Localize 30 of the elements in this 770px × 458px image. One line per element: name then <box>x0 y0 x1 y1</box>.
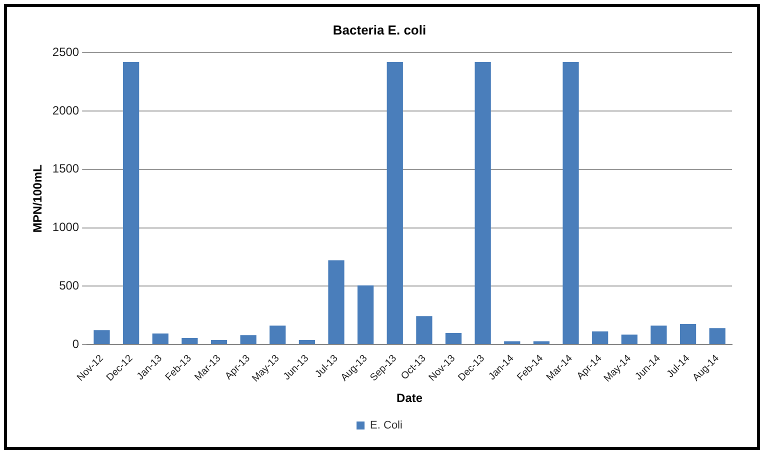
y-tick-label: 1500 <box>52 162 80 176</box>
bar <box>709 328 726 344</box>
bar <box>386 62 403 344</box>
bar <box>210 340 228 344</box>
bar <box>240 335 256 344</box>
bar <box>680 324 696 344</box>
bar <box>562 62 579 344</box>
bar <box>416 316 432 344</box>
bar <box>94 330 110 344</box>
y-tick-label: 2000 <box>52 103 80 118</box>
bar <box>152 333 168 344</box>
bar <box>474 62 491 344</box>
bar <box>328 260 344 344</box>
y-tick-label: 2500 <box>52 44 80 59</box>
bar <box>182 338 198 344</box>
y-tick-label: 500 <box>59 278 80 292</box>
x-axis-title: Date <box>396 391 423 406</box>
y-axis-title: MPN/100mL <box>30 164 45 233</box>
bar <box>650 326 667 344</box>
chart-title: Bacteria E. coli <box>332 22 426 38</box>
bar <box>270 326 286 344</box>
y-tick-label: 0 <box>72 336 80 351</box>
bar <box>621 334 638 344</box>
bar <box>592 331 608 344</box>
bar <box>445 332 462 344</box>
legend-label: E. Coli <box>370 420 402 432</box>
bar <box>123 62 140 344</box>
bar <box>298 340 316 344</box>
bar <box>358 285 374 344</box>
y-tick-label: 1000 <box>52 220 80 234</box>
